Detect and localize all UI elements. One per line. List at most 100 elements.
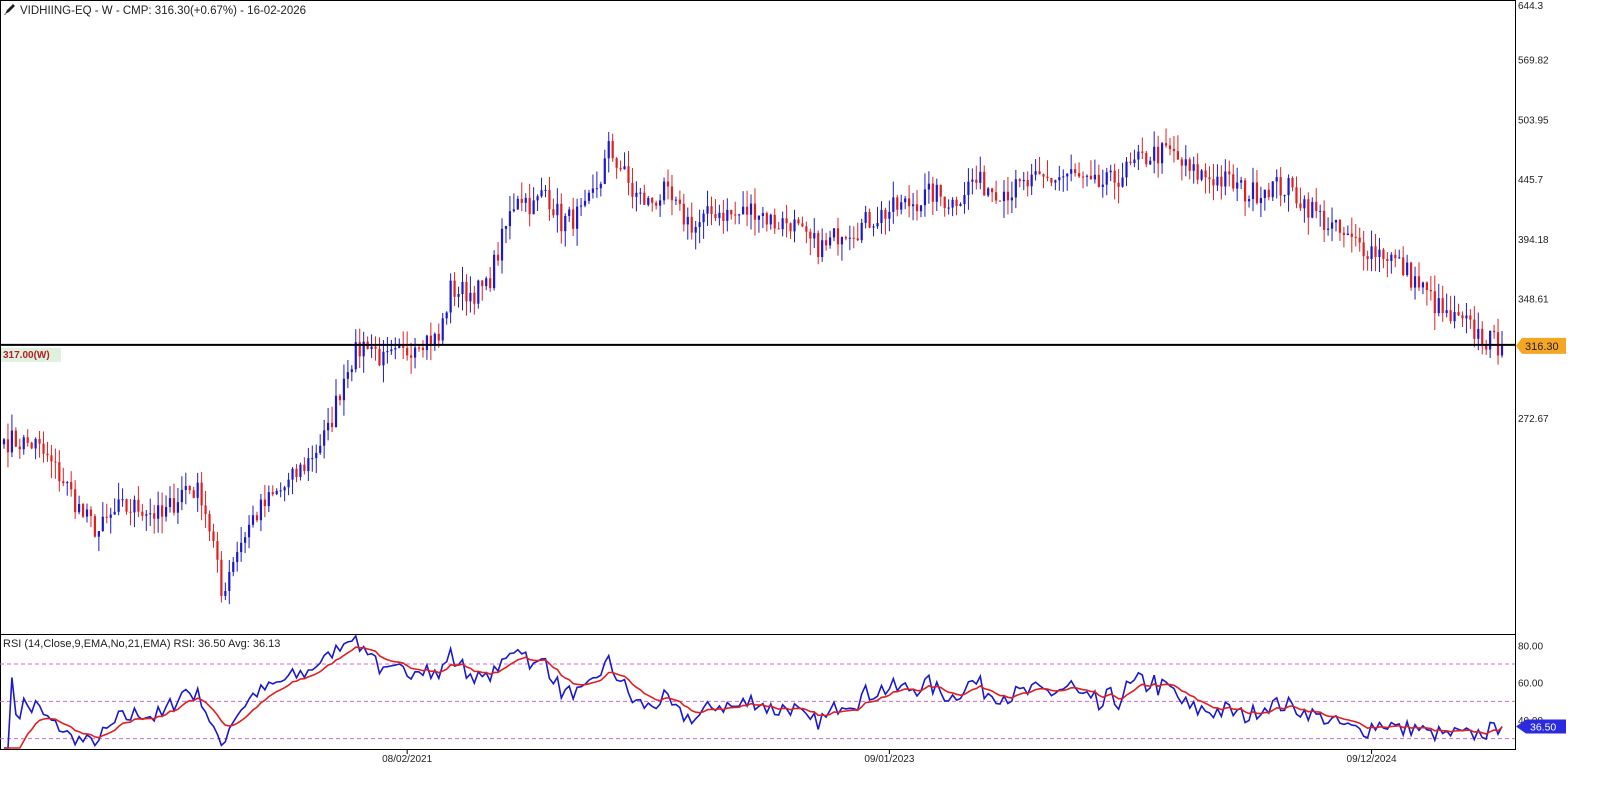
candle xyxy=(334,379,338,428)
candle xyxy=(1164,128,1168,148)
candle xyxy=(536,194,539,211)
candle xyxy=(1050,177,1053,187)
candle xyxy=(121,488,124,507)
candle xyxy=(500,218,504,274)
candle xyxy=(145,510,148,531)
candle xyxy=(370,334,373,358)
candle xyxy=(1153,131,1156,174)
candle xyxy=(690,202,693,240)
candle xyxy=(587,189,591,205)
candle xyxy=(939,184,942,207)
candle xyxy=(1105,167,1108,196)
candle xyxy=(686,207,689,240)
candle xyxy=(1097,164,1100,188)
candle xyxy=(856,222,859,242)
candle xyxy=(1342,226,1345,248)
candle xyxy=(979,156,982,190)
candle xyxy=(327,407,330,441)
candle xyxy=(548,176,551,221)
pencil-icon[interactable] xyxy=(4,4,15,15)
candle xyxy=(1307,192,1310,235)
candle xyxy=(1038,156,1041,175)
candle xyxy=(927,171,930,204)
candle xyxy=(615,157,618,179)
candle xyxy=(129,499,132,526)
candle xyxy=(860,218,863,244)
candle xyxy=(1228,160,1231,187)
candle xyxy=(809,228,812,256)
candle xyxy=(1030,163,1033,195)
candle xyxy=(157,491,160,533)
candle xyxy=(1279,167,1282,207)
chart-title: VIDHIING-EQ - W - CMP: 316.30(+0.67%) - … xyxy=(20,5,306,17)
candle xyxy=(651,197,654,212)
candle xyxy=(702,209,705,239)
candle xyxy=(1469,309,1472,330)
candle xyxy=(971,168,974,195)
candle xyxy=(864,205,867,229)
candle xyxy=(469,276,472,313)
candle xyxy=(1125,157,1128,187)
candle xyxy=(528,183,531,227)
candle xyxy=(619,160,622,172)
candle xyxy=(62,467,65,487)
candle xyxy=(643,184,646,205)
candle xyxy=(1449,295,1452,324)
candle xyxy=(1157,135,1160,178)
candle xyxy=(378,337,381,367)
candle xyxy=(228,560,231,605)
candle xyxy=(457,286,460,308)
rsi-line xyxy=(4,634,1503,749)
candle xyxy=(1240,176,1243,189)
candle xyxy=(449,273,452,324)
date-axis: 08/02/2021 09/01/2023 09/12/2024 xyxy=(382,750,1397,765)
candle xyxy=(496,242,500,266)
candle xyxy=(1441,285,1444,322)
candle xyxy=(840,236,844,261)
candle xyxy=(793,209,796,243)
candle xyxy=(694,220,697,250)
candle xyxy=(89,506,93,528)
candle xyxy=(1180,157,1183,181)
candle xyxy=(1303,195,1306,223)
candle xyxy=(295,464,298,483)
candle xyxy=(1358,227,1361,252)
candle xyxy=(1338,219,1342,241)
candle xyxy=(836,217,840,256)
candle xyxy=(670,174,674,216)
candle xyxy=(342,364,346,416)
candle xyxy=(991,187,994,203)
candle xyxy=(745,190,749,227)
candle xyxy=(287,472,290,496)
level-label[interactable]: 317.00(W) xyxy=(3,350,50,361)
candle xyxy=(872,223,875,237)
candle xyxy=(81,502,85,518)
candle xyxy=(1398,249,1401,259)
candle xyxy=(623,152,626,170)
candle xyxy=(789,222,792,239)
candle xyxy=(220,551,223,603)
candle xyxy=(93,513,97,538)
candle xyxy=(1093,159,1096,184)
candle xyxy=(1089,160,1093,180)
candle xyxy=(259,493,263,532)
candle xyxy=(1485,339,1488,355)
candle xyxy=(362,331,365,373)
candle xyxy=(821,228,824,262)
candle xyxy=(413,337,417,369)
candle xyxy=(58,450,61,492)
candle xyxy=(1062,169,1065,192)
candle xyxy=(192,486,195,499)
candle xyxy=(461,266,464,311)
candle xyxy=(346,359,349,389)
candle xyxy=(1259,186,1262,218)
candle xyxy=(888,200,891,232)
candle xyxy=(1417,262,1421,291)
candle xyxy=(473,285,476,315)
candle xyxy=(330,406,334,433)
candle xyxy=(338,393,342,406)
candle xyxy=(224,582,227,601)
candle xyxy=(374,336,377,361)
